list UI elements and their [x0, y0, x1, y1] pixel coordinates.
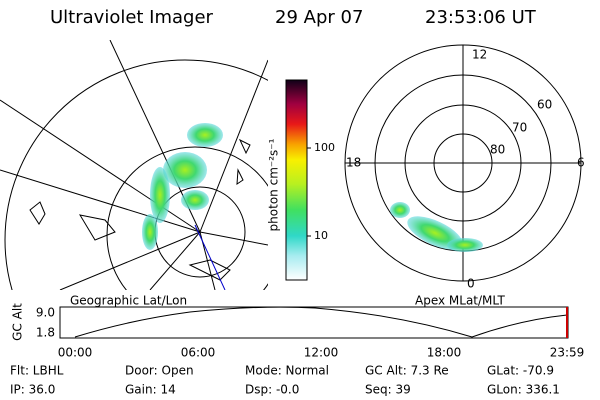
polar-label: Apex MLat/MLT	[415, 294, 505, 308]
colorbar	[285, 79, 308, 281]
hour-label: 18	[346, 156, 361, 170]
y-tick-label: 9.0	[36, 306, 55, 320]
footer-field: Mode: Normal	[245, 364, 329, 378]
time: 23:53:06 UT	[425, 7, 537, 28]
lat-label: 70	[512, 121, 527, 135]
hour-label: 0	[467, 277, 475, 291]
x-tick-label: 23:59	[550, 346, 585, 360]
lat-label: 80	[490, 143, 505, 157]
lat-label: 60	[537, 98, 552, 112]
altitude-label: GC Alt	[11, 303, 25, 341]
footer-field: GLat: -70.9	[487, 364, 554, 378]
x-tick-label: 18:00	[427, 346, 462, 360]
hour-label: 12	[472, 48, 487, 62]
date: 29 Apr 07	[275, 7, 363, 28]
hour-label: 6	[577, 156, 585, 170]
footer-field: IP: 36.0	[10, 383, 55, 397]
title: Ultraviolet Imager	[50, 7, 214, 28]
colorbar-label: photon cm⁻²s⁻¹	[267, 138, 281, 231]
altitude-curve	[74, 306, 568, 338]
x-tick-label: 12:00	[304, 346, 339, 360]
x-tick-label: 06:00	[181, 346, 216, 360]
footer-field: Seq: 39	[365, 383, 411, 397]
colorbar-tick: 100	[314, 141, 335, 154]
footer-field: GC Alt: 7.3 Re	[365, 364, 449, 378]
x-tick-label: 00:00	[58, 346, 93, 360]
footer-field: Flt: LBHL	[10, 364, 64, 378]
footer-field: Gain: 14	[125, 383, 176, 397]
footer-field: GLon: 336.1	[487, 383, 560, 397]
geo-map	[0, 40, 268, 290]
y-tick-label: 1.8	[36, 326, 55, 340]
polar-map	[344, 44, 582, 282]
geo-label: Geographic Lat/Lon	[70, 294, 187, 308]
colorbar-tick: 10	[314, 229, 328, 242]
footer-field: Door: Open	[125, 364, 194, 378]
footer-field: Dsp: -0.0	[245, 383, 299, 397]
